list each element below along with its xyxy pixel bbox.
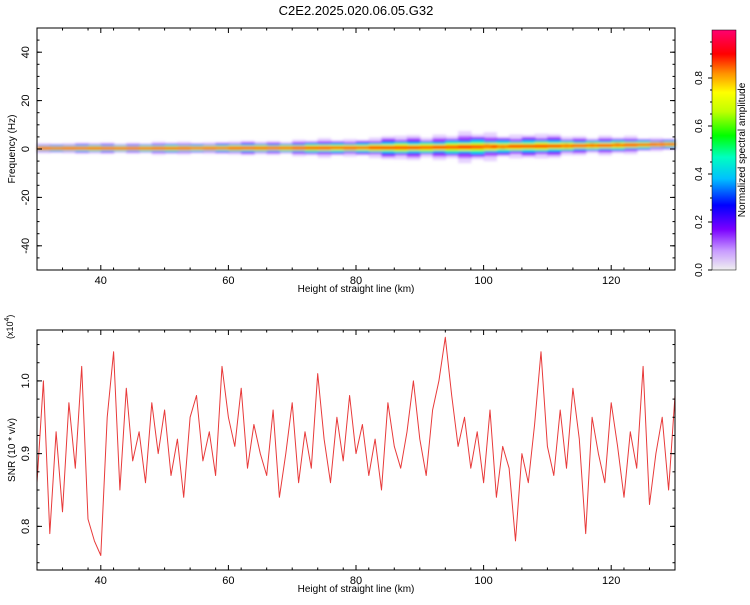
y-tick-label: 0.9 [20,446,32,461]
heatmap-cell [164,147,178,150]
heatmap-cell [253,146,268,150]
heatmap-cell [88,147,102,150]
x-tick-label: 80 [350,275,362,287]
y-tick-label: -20 [20,189,32,205]
snr-scale-base: (x10 [5,321,15,339]
heatmap-cell [228,146,242,150]
spectrogram-x-label: Height of straight line (km) [298,284,415,295]
heatmap-cell [458,145,472,149]
heatmap-cell [202,147,217,150]
heatmap-cell [407,146,421,150]
heatmap-cell [394,146,408,150]
spectrogram-y-label: Frequency (Hz) [7,115,18,184]
heatmap-cell [75,147,89,150]
heatmap-cell [177,147,191,150]
y-tick-label: 0 [20,146,32,152]
colorbar-gradient [711,29,737,271]
heatmap-cell [266,146,281,150]
heatmap-hotspot [481,144,492,149]
heatmap-hotspot [657,142,668,147]
heatmap-hotspot [612,142,623,147]
heatmap-cell [126,147,140,150]
colorbar-tick-label: 0.4 [694,167,705,181]
heatmap-hotspot [497,144,508,149]
heatmap-cell [521,144,536,148]
snr-y-label: SNR (10 * v/v) [7,418,18,482]
snr-x-label: Height of straight line (km) [298,584,415,595]
heatmap-cell [445,145,459,149]
snr-series-line [36,336,676,556]
heatmap-cell [100,147,115,150]
heatmap-layer [37,131,676,164]
y-tick-label: -40 [20,238,32,254]
snr-scale-close: ) [5,315,15,318]
heatmap-cell [49,147,64,150]
spectrogram-panel: 40 60 80 100 120 -40 -20 0 20 40 Height of straig… [7,27,676,295]
heatmap-cell [37,147,51,150]
x-tick-label: 100 [474,275,492,287]
heatmap-cell [636,143,651,146]
heatmap-cell [343,146,357,150]
heatmap-cell [470,145,485,149]
heatmap-cell [62,147,76,150]
x-tick-label: 120 [602,575,620,587]
x-tick-label: 60 [222,275,234,287]
heatmap-hotspot [587,143,598,148]
y-tick-label: 20 [20,94,32,106]
heatmap-cell [190,147,204,150]
spectrogram-frame [36,27,676,271]
heatmap-hotspots [481,142,668,149]
y-tick-label: 40 [20,46,32,58]
heatmap-cell [279,146,293,150]
heatmap-cell [139,147,153,150]
heatmap-cell [624,143,638,147]
heatmap-hotspot [561,143,572,148]
y-tick-label: 0.8 [20,519,32,534]
x-tick-label: 40 [95,575,107,587]
colorbar-tick-label: 0.8 [694,71,705,85]
heatmap-cell [572,144,587,148]
colorbar-tick-label: 0.2 [694,215,705,229]
colorbar: 0.0 0.2 0.4 0.6 0.8 Normalized spectral ampl… [694,29,748,277]
heatmap-cell [509,144,523,148]
svg-text:(x104): (x104) [4,315,15,339]
colorbar-ticks: 0.0 0.2 0.4 0.6 0.8 [694,41,712,277]
heatmap-cell [598,144,612,147]
heatmap-cell [368,146,383,150]
x-tick-label: 120 [602,275,620,287]
colorbar-tick-label: 0.6 [694,119,705,133]
heatmap-cell [381,146,395,150]
x-tick-label: 40 [95,275,107,287]
colorbar-tick-label: 0.0 [694,263,705,277]
heatmap-cell [241,146,255,150]
y-tick-label: 1.0 [20,373,32,388]
snr-panel: 40 60 80 100 120 0.8 0.9 1.0 Height of straight… [4,315,676,595]
heatmap-cell [662,143,676,146]
figure-title: C2E2.2025.020.06.05.G32 [279,3,434,18]
x-tick-label: 100 [474,575,492,587]
heatmap-cell [292,146,306,150]
x-tick-label: 80 [350,575,362,587]
heatmap-cell [151,147,166,150]
heatmap-cell [534,144,548,148]
heatmap-cell [432,145,446,149]
heatmap-cell [305,146,319,150]
heatmap-cell [419,146,434,149]
heatmap-cell [356,146,370,149]
heatmap-cell [215,147,229,150]
x-tick-label: 60 [222,575,234,587]
snr-line-layer [36,336,676,556]
heatmap-cell [317,146,332,150]
heatmap-cell [113,147,127,150]
heatmap-cell [649,143,663,146]
heatmap-cell [330,146,344,149]
snr-frame [36,329,676,571]
heatmap-cell [547,144,561,148]
snr-scale-label: (x104) [4,315,15,339]
colorbar-label: Normalized spectral amplitude [737,82,748,217]
snr-scale-exponent: 4 [4,317,11,321]
